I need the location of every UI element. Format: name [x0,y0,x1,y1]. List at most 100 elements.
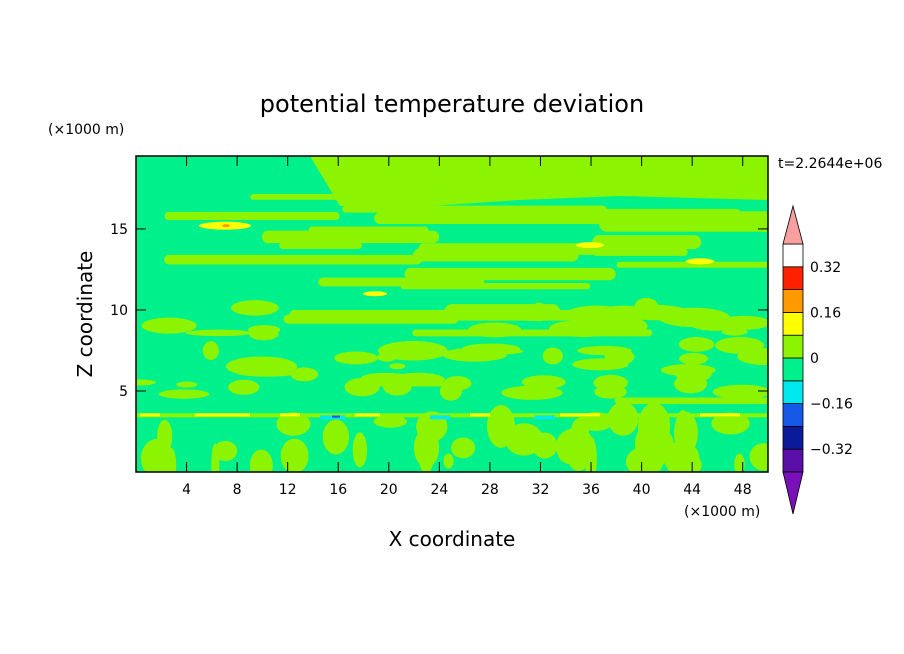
field-region [231,300,279,316]
x-axis-label: X coordinate [389,527,516,551]
field-region [634,422,669,465]
field-region [712,384,768,400]
field-region [555,325,605,333]
field-region [686,313,722,329]
field-region [361,372,411,383]
field-region [158,389,210,399]
field-region [572,358,629,371]
field-region [342,205,607,213]
colorbar: −0.32 −0.16 0 0.16 0.32 [782,204,853,515]
field-region [634,297,659,317]
colorbar-segment [782,380,804,404]
field-region [561,309,587,319]
x-tick-label: 20 [380,482,398,498]
field-region [352,432,368,468]
field-region [389,363,406,370]
field-region [222,224,230,228]
colorbar-segment [782,334,804,359]
field-region [140,413,160,417]
y-tick-label: 10 [110,303,128,319]
field-region [673,374,708,394]
field-region [451,437,476,459]
field-region [276,412,311,436]
x-tick-label: 32 [532,482,550,498]
colorbar-segment [782,403,804,427]
field-region [521,375,566,390]
field-region [280,438,309,472]
field-region [599,216,768,232]
x-tick-label: 8 [233,482,242,498]
colorbar-tick-label: 0 [810,351,819,367]
field-region [664,441,700,472]
x-axis: 4 8 12 16 20 24 28 32 36 40 44 48 [182,156,752,498]
field-region [249,449,273,472]
field-region [363,291,387,297]
field-region [164,211,340,220]
field-region [308,226,429,235]
colorbar-segment [782,289,804,313]
field-region [593,374,628,391]
field-region [176,381,198,388]
field-region [686,258,714,265]
field-region [136,413,768,418]
field-region [616,261,768,268]
field-region [373,415,408,428]
field-region [443,453,454,469]
field-region [404,267,616,281]
field-region [185,329,252,337]
field-region [290,367,319,382]
x-tick-label: 4 [182,482,191,498]
field-region [660,364,716,377]
x-tick-label: 12 [279,482,297,498]
field-region [571,417,590,439]
field-region [279,242,362,250]
y-axis: 5 10 15 [110,222,768,400]
field-region [501,385,563,400]
x-tick-label: 16 [329,482,347,498]
field-region [678,337,715,352]
field-region [749,443,768,471]
field-region [501,312,570,321]
chart-title: potential temperature deviation [260,90,644,118]
field-region [576,242,604,249]
colorbar-segment [782,425,804,450]
colorbar-segment [782,266,804,290]
y-unit-label: (×1000 m) [48,122,124,138]
field-region [675,410,691,443]
time-label: t=2.2644e+06 [778,156,882,172]
x-unit-label: (×1000 m) [684,504,760,520]
plot-frame [135,155,769,473]
y-tick-label: 5 [119,384,128,400]
field-region [700,413,740,417]
y-tick-label: 15 [110,222,128,238]
field-region [467,322,522,338]
field-region [542,347,563,365]
colorbar-tick-label: 0.16 [810,305,841,321]
field-region [322,419,350,455]
field-region [592,235,702,250]
field-region [228,379,260,395]
field-region [443,376,472,391]
field-region [334,351,378,365]
field-region [505,423,544,456]
field-region [213,440,238,461]
field-region [678,352,709,365]
field-region [355,413,380,417]
field-region [430,415,450,420]
field-region [248,327,279,341]
field-region [711,412,750,435]
field-region [164,254,422,265]
field-region [211,443,220,472]
field-region [344,377,380,397]
x-tick-label: 36 [582,482,600,498]
x-tick-label: 44 [683,482,701,498]
colorbar-segment [782,311,804,336]
field-region [195,413,250,417]
colorbar-over-arrow [782,204,804,245]
colorbar-tick-label: 0.32 [810,260,841,276]
y-axis-label: Z coordinate [73,251,97,378]
field-region [721,328,748,336]
colorbar-tick-label: −0.16 [810,397,853,413]
colorbar-tick-label: −0.32 [810,442,853,458]
